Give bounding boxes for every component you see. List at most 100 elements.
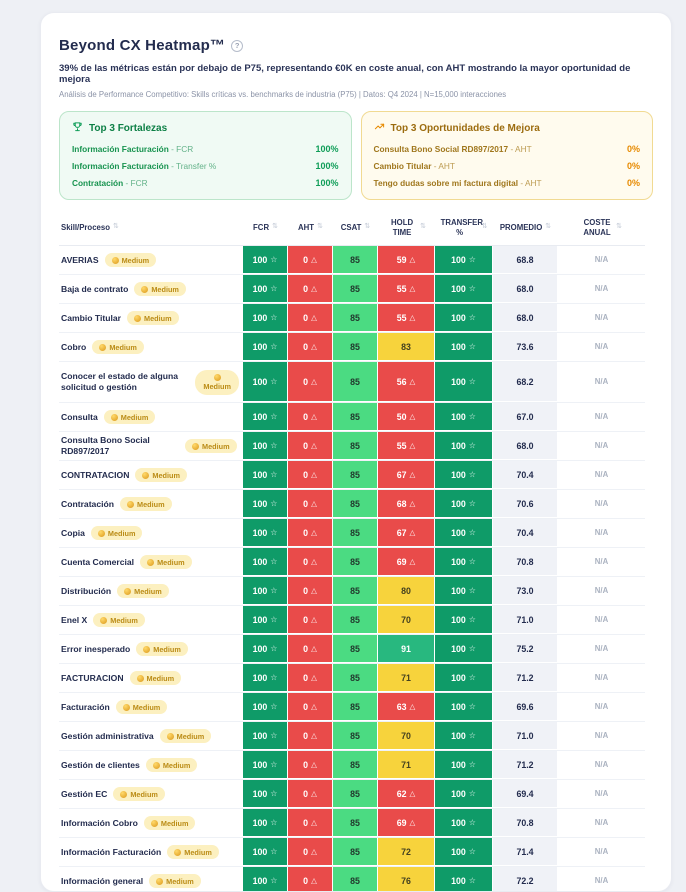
column-header-aht[interactable]: AHT ⇅: [298, 222, 323, 232]
impact-badge: Medium: [135, 468, 187, 482]
aht-cell: 0 △: [288, 809, 333, 837]
skill-name: Contratación: [61, 498, 114, 509]
badge-label: Medium: [144, 313, 172, 323]
transfer-cell: 100 ☆: [435, 577, 493, 605]
aht-cell: 0 △: [288, 722, 333, 750]
hold-time-cell: 70: [378, 722, 435, 750]
hold-time-cell: 56 △: [378, 362, 435, 402]
badge-label: Medium: [184, 847, 212, 857]
promedio-cell: 70.8: [493, 809, 558, 837]
star-icon: ☆: [468, 412, 476, 421]
coste-anual-cell: N/A: [558, 751, 645, 779]
warning-icon: △: [311, 876, 317, 885]
warning-icon: △: [311, 847, 317, 856]
promedio-cell: 73.0: [493, 577, 558, 605]
opportunities-title: Top 3 Oportunidades de Mejora: [390, 122, 540, 134]
impact-badge: Medium: [115, 700, 168, 714]
sort-icon: ⇅: [364, 223, 371, 231]
warning-icon: △: [409, 284, 416, 293]
warning-icon: △: [409, 313, 416, 322]
hold-time-cell: 55 △: [378, 304, 435, 332]
badge-label: Medium: [130, 789, 158, 799]
column-header-csat[interactable]: CSAT ⇅: [340, 222, 371, 232]
badge-label: Medium: [152, 470, 180, 480]
promedio-cell: 69.4: [493, 780, 558, 808]
column-header-hold-time[interactable]: HOLD TIME ⇅: [391, 217, 426, 237]
skill-name: Gestión EC: [61, 788, 108, 799]
coste-anual-cell: N/A: [558, 403, 645, 431]
impact-badge: Medium: [134, 282, 186, 296]
skill-name: Facturación: [61, 701, 110, 712]
hold-time-cell: 70: [378, 606, 435, 634]
badge-label: Medium: [146, 673, 175, 683]
badge-label: Medium: [176, 731, 205, 741]
warning-icon: △: [311, 342, 317, 351]
impact-badge: Medium: [145, 758, 198, 772]
transfer-cell: 100 ☆: [435, 664, 493, 692]
promedio-cell: 68.8: [493, 246, 558, 274]
hold-time-cell: 71: [378, 664, 435, 692]
aht-cell: 0 △: [288, 664, 333, 692]
skill-name: Información Facturación: [61, 846, 162, 857]
aht-cell: 0 △: [288, 362, 333, 402]
warning-icon: △: [311, 586, 317, 595]
coin-icon: [99, 343, 107, 351]
help-icon[interactable]: ?: [231, 39, 244, 52]
transfer-cell: 100 ☆: [435, 635, 493, 663]
star-icon: ☆: [468, 313, 476, 322]
star-icon: ☆: [468, 760, 476, 769]
promedio-cell: 71.2: [493, 751, 558, 779]
strengths-card: Top 3 Fortalezas Información Facturación…: [59, 111, 352, 200]
heatmap-table: Skill/Proceso ⇅ FCR ⇅ AHT ⇅ CSAT ⇅ HOLD TIME…: [59, 210, 645, 891]
table-row: Consulta Medium 100 ☆ 0 △ 85 50 △ 100 ☆ 67.0…: [59, 403, 645, 432]
warning-icon: △: [409, 557, 416, 566]
skill-name: FACTURACION: [61, 672, 124, 683]
transfer-cell: 100 ☆: [435, 809, 493, 837]
transfer-cell: 100 ☆: [435, 333, 493, 361]
trending-up-icon: [374, 121, 385, 135]
fcr-cell: 100 ☆: [243, 519, 288, 547]
promedio-cell: 67.0: [493, 403, 558, 431]
opportunity-item: Cambio Titular - AHT 0%: [373, 160, 641, 171]
badge-label: Medium: [153, 644, 181, 654]
fcr-cell: 100 ☆: [243, 867, 288, 891]
warning-icon: △: [311, 615, 317, 624]
badge-label: Medium: [107, 528, 136, 538]
table-row: FACTURACION Medium 100 ☆ 0 △ 85 71 100 ☆ 71…: [59, 664, 645, 693]
promedio-cell: 73.6: [493, 333, 558, 361]
badge-label: Medium: [203, 381, 231, 391]
coste-anual-cell: N/A: [558, 867, 645, 891]
hold-time-cell: 69 △: [378, 809, 435, 837]
column-header-promedio[interactable]: PROMEDIO ⇅: [499, 222, 552, 232]
star-icon: ☆: [270, 284, 278, 293]
warning-icon: △: [409, 789, 416, 798]
hold-time-cell: 83: [378, 333, 435, 361]
fcr-cell: 100 ☆: [243, 246, 288, 274]
warning-icon: △: [311, 760, 317, 769]
column-header-fcr[interactable]: FCR ⇅: [253, 222, 278, 232]
impact-badge: Medium: [136, 642, 188, 656]
csat-cell: 85: [333, 664, 378, 692]
table-row: Cambio Titular Medium 100 ☆ 0 △ 85 55 △ 100…: [59, 304, 645, 333]
star-icon: ☆: [468, 586, 476, 595]
table-row: Error inesperado Medium 100 ☆ 0 △ 85 91 10…: [59, 635, 645, 664]
csat-cell: 85: [333, 275, 378, 303]
column-header-coste-anual[interactable]: COSTE ANUAL ⇅: [583, 217, 622, 237]
column-header-transfer[interactable]: TRANSFER % ⇅: [440, 217, 488, 237]
strength-value: 100%: [315, 143, 339, 154]
coste-anual-cell: N/A: [558, 722, 645, 750]
warning-icon: △: [311, 441, 317, 450]
fcr-cell: 100 ☆: [243, 333, 288, 361]
transfer-cell: 100 ☆: [435, 490, 493, 518]
star-icon: ☆: [270, 377, 278, 386]
coste-anual-cell: N/A: [558, 275, 645, 303]
hold-time-cell: 67 △: [378, 461, 435, 489]
column-header-skill[interactable]: Skill/Proceso ⇅: [61, 222, 119, 232]
coin-icon: [122, 703, 130, 711]
warning-icon: △: [409, 528, 416, 537]
promedio-cell: 75.2: [493, 635, 558, 663]
strength-value: 100%: [315, 160, 339, 171]
impact-badge: Medium: [185, 439, 237, 453]
impact-badge: Medium: [149, 874, 201, 888]
skill-name: Enel X: [61, 614, 88, 625]
